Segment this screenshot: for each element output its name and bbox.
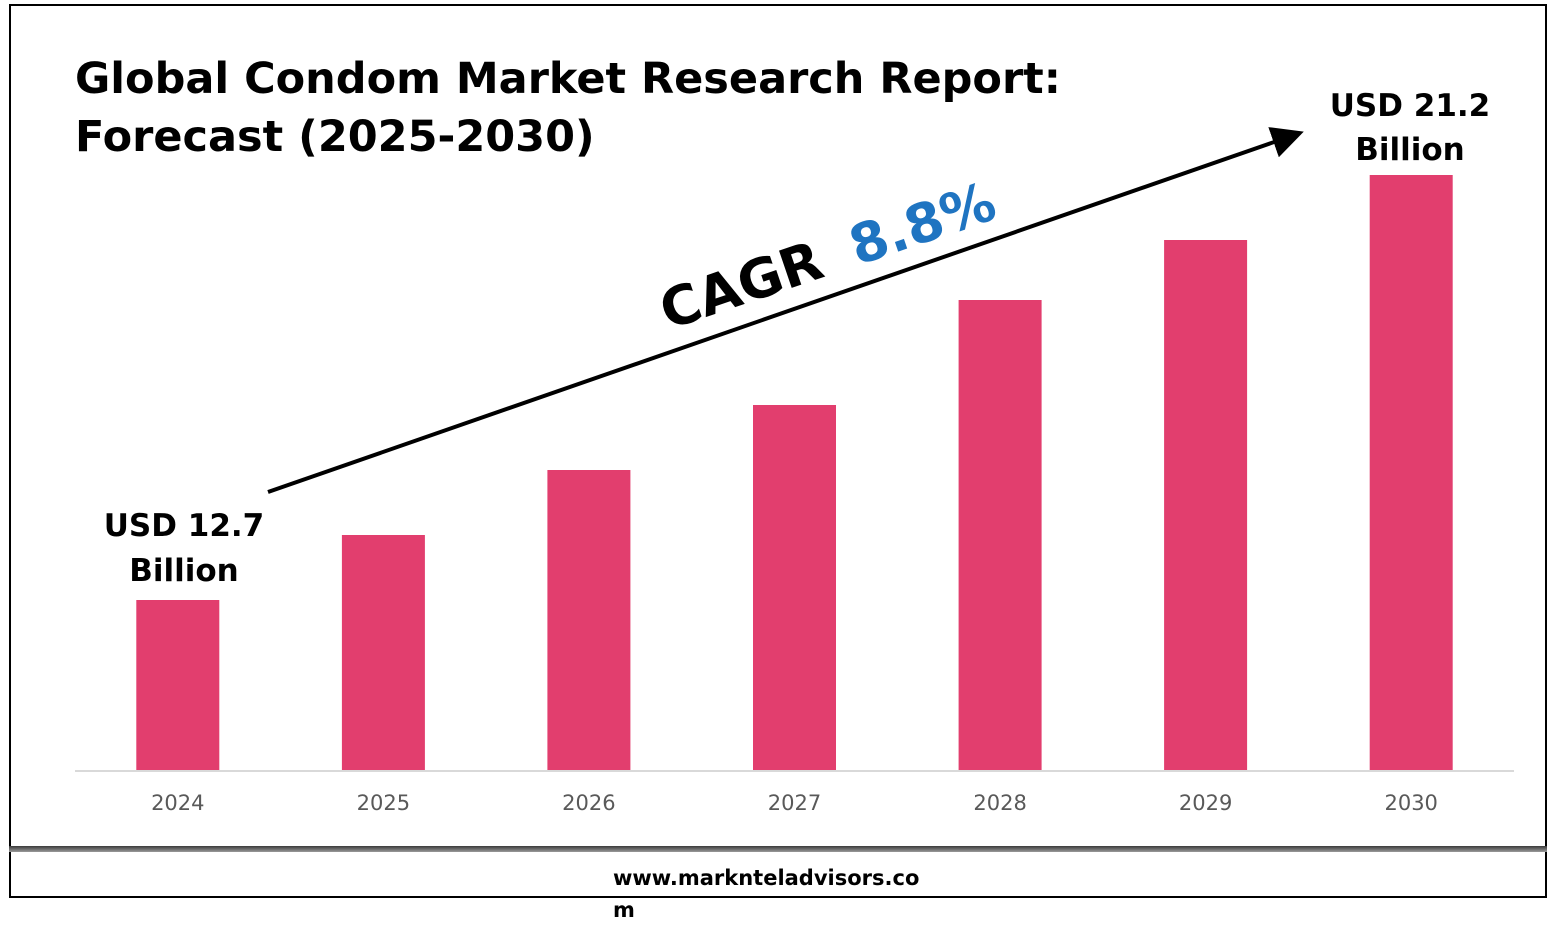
- bars: [136, 175, 1453, 770]
- x-tick-label-2029: 2029: [1179, 791, 1232, 815]
- cagr-value: 8.8%: [841, 170, 1003, 278]
- bar-2025: [341, 535, 425, 770]
- x-tick-label-2028: 2028: [973, 791, 1026, 815]
- x-tick-label-2026: 2026: [562, 791, 615, 815]
- x-tick-label-2027: 2027: [768, 791, 821, 815]
- website-url: www.marknteladvisors.com: [613, 866, 920, 922]
- x-tick-label-2024: 2024: [151, 791, 204, 815]
- bar-2029: [1164, 240, 1248, 770]
- bar-2027: [753, 405, 836, 770]
- bar-2026: [547, 470, 631, 770]
- chart-frame: [9, 4, 1547, 898]
- x-tick-labels: 2024 2025 2026 2027 2028 2029 2030: [151, 791, 1438, 815]
- start-value-label-line2: Billion: [129, 553, 239, 589]
- x-tick-label-2030: 2030: [1384, 791, 1437, 815]
- bar-2024: [136, 600, 220, 770]
- x-tick-label-2025: 2025: [357, 791, 410, 815]
- bar-2030: [1369, 175, 1453, 770]
- bar-2028: [958, 300, 1042, 770]
- end-value-label-line2: Billion: [1355, 132, 1465, 168]
- start-value-label-line1: USD 12.7: [104, 508, 265, 544]
- card-bottom-shadow: [9, 846, 1547, 852]
- chart-title: Global Condom Market Research Report: Fo…: [75, 54, 1061, 162]
- end-value-label-line1: USD 21.2: [1330, 88, 1491, 124]
- growth-trend-arrow: [267, 127, 1304, 494]
